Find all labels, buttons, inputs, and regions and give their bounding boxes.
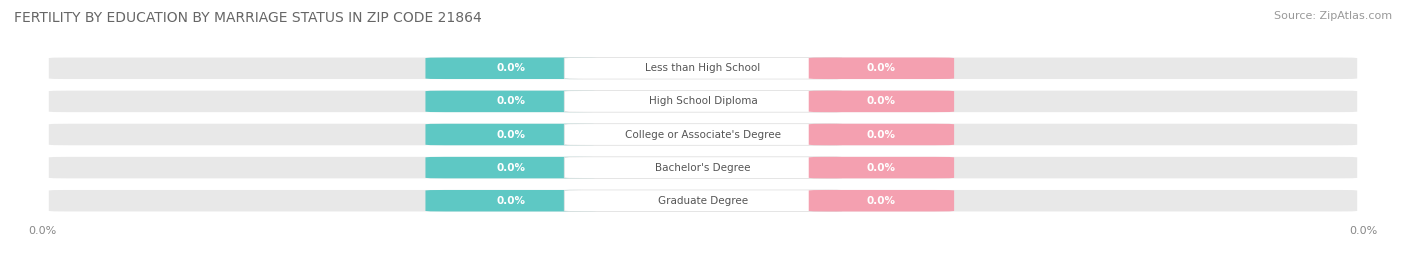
- FancyBboxPatch shape: [564, 190, 842, 211]
- Text: Source: ZipAtlas.com: Source: ZipAtlas.com: [1274, 11, 1392, 21]
- FancyBboxPatch shape: [564, 58, 842, 79]
- Text: 0.0%: 0.0%: [868, 63, 896, 73]
- FancyBboxPatch shape: [426, 157, 598, 178]
- FancyBboxPatch shape: [564, 124, 842, 145]
- FancyBboxPatch shape: [49, 157, 1357, 178]
- Text: 0.0%: 0.0%: [868, 196, 896, 206]
- FancyBboxPatch shape: [49, 124, 1357, 145]
- FancyBboxPatch shape: [808, 58, 955, 79]
- FancyBboxPatch shape: [49, 58, 1357, 79]
- FancyBboxPatch shape: [426, 91, 598, 112]
- FancyBboxPatch shape: [808, 190, 955, 211]
- FancyBboxPatch shape: [426, 58, 598, 79]
- Text: College or Associate's Degree: College or Associate's Degree: [626, 129, 780, 140]
- FancyBboxPatch shape: [426, 124, 598, 145]
- FancyBboxPatch shape: [564, 91, 842, 112]
- Text: 0.0%: 0.0%: [496, 196, 526, 206]
- FancyBboxPatch shape: [564, 157, 842, 178]
- Text: 0.0%: 0.0%: [868, 96, 896, 107]
- FancyBboxPatch shape: [426, 190, 598, 211]
- FancyBboxPatch shape: [808, 124, 955, 145]
- Text: 0.0%: 0.0%: [496, 162, 526, 173]
- Text: Less than High School: Less than High School: [645, 63, 761, 73]
- Text: FERTILITY BY EDUCATION BY MARRIAGE STATUS IN ZIP CODE 21864: FERTILITY BY EDUCATION BY MARRIAGE STATU…: [14, 11, 482, 25]
- Text: Bachelor's Degree: Bachelor's Degree: [655, 162, 751, 173]
- Text: 0.0%: 0.0%: [496, 129, 526, 140]
- Text: 0.0%: 0.0%: [496, 96, 526, 107]
- Text: High School Diploma: High School Diploma: [648, 96, 758, 107]
- Text: 0.0%: 0.0%: [868, 129, 896, 140]
- FancyBboxPatch shape: [808, 91, 955, 112]
- FancyBboxPatch shape: [49, 190, 1357, 211]
- Text: Graduate Degree: Graduate Degree: [658, 196, 748, 206]
- FancyBboxPatch shape: [49, 91, 1357, 112]
- Text: 0.0%: 0.0%: [496, 63, 526, 73]
- Text: 0.0%: 0.0%: [868, 162, 896, 173]
- FancyBboxPatch shape: [808, 157, 955, 178]
